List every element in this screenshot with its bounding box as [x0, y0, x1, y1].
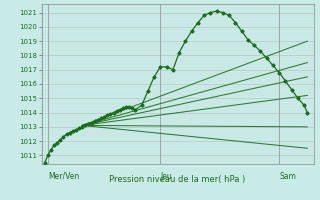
- X-axis label: Pression niveau de la mer( hPa ): Pression niveau de la mer( hPa ): [109, 175, 246, 184]
- Text: Jeu: Jeu: [160, 172, 172, 181]
- Text: Sam: Sam: [279, 172, 296, 181]
- Text: Mer/Ven: Mer/Ven: [48, 172, 79, 181]
